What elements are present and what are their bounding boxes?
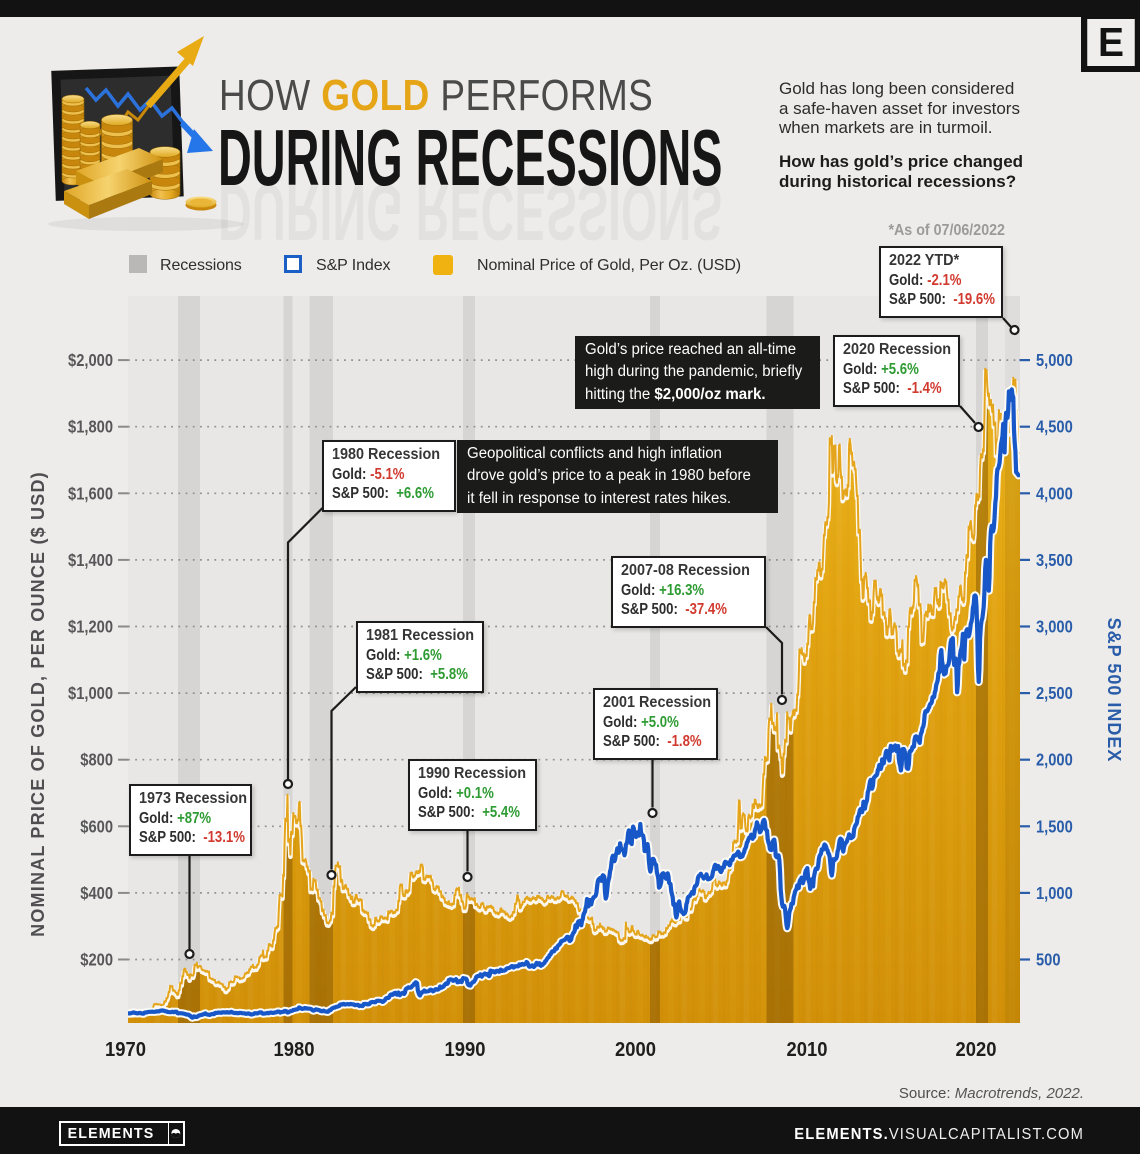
svg-text:1,000: 1,000 [1036,884,1073,903]
svg-text:1970: 1970 [105,1039,146,1061]
svg-text:1990: 1990 [445,1039,486,1061]
svg-text:$1,400: $1,400 [68,551,113,570]
svg-text:$1,000: $1,000 [68,684,113,703]
svg-text:$400: $400 [80,884,113,903]
svg-text:2000: 2000 [615,1039,656,1061]
svg-text:2020: 2020 [956,1039,997,1061]
svg-text:2010: 2010 [787,1039,828,1061]
svg-text:1980: 1980 [274,1039,315,1061]
svg-text:500: 500 [1036,950,1061,969]
svg-text:$1,600: $1,600 [68,484,113,503]
svg-text:$800: $800 [80,751,113,770]
svg-text:$1,200: $1,200 [68,617,113,636]
svg-text:NOMINAL PRICE OF GOLD, PER OUN: NOMINAL PRICE OF GOLD, PER OUNCE ($ USD) [28,471,48,937]
svg-text:$600: $600 [80,817,113,836]
svg-text:1,500: 1,500 [1036,817,1073,836]
svg-text:4,000: 4,000 [1036,484,1073,503]
svg-text:S&P 500 INDEX: S&P 500 INDEX [1104,618,1124,763]
svg-text:2,500: 2,500 [1036,684,1073,703]
svg-text:$1,800: $1,800 [68,418,113,437]
svg-text:4,500: 4,500 [1036,418,1073,437]
svg-text:$2,000: $2,000 [68,351,113,370]
svg-text:3,000: 3,000 [1036,617,1073,636]
svg-text:3,500: 3,500 [1036,551,1073,570]
svg-text:5,000: 5,000 [1036,351,1073,370]
svg-text:2,000: 2,000 [1036,751,1073,770]
svg-text:$200: $200 [80,950,113,969]
